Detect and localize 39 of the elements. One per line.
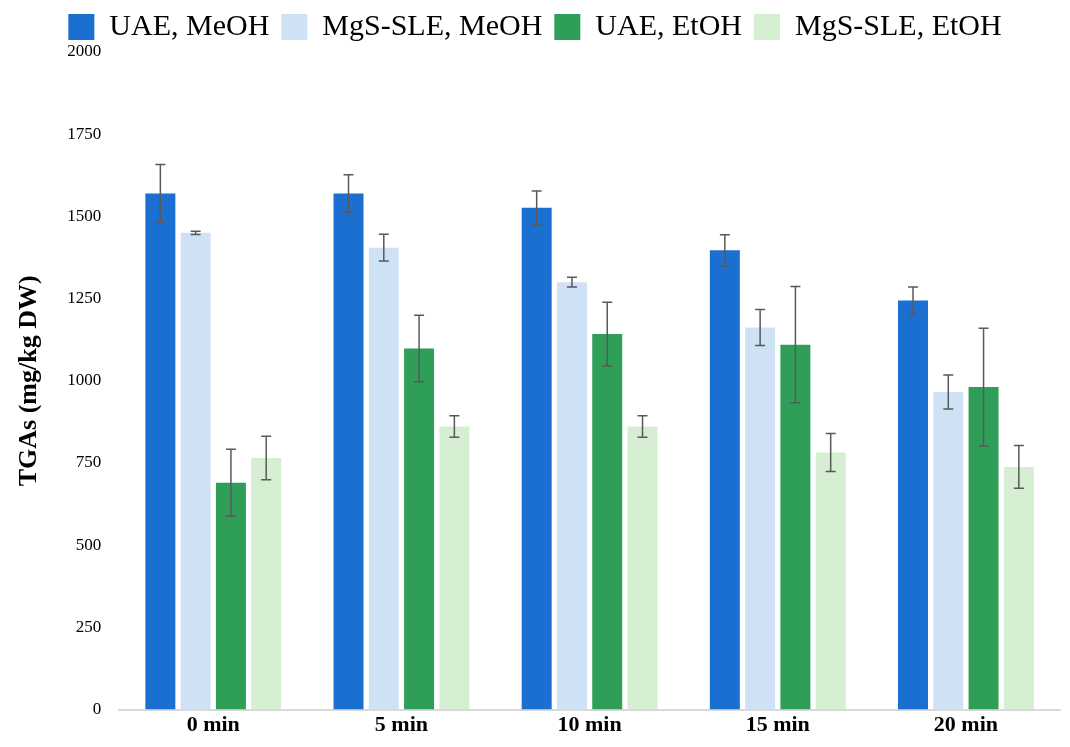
y-tick-label: 250 xyxy=(75,616,102,636)
legend-label: MgS-SLE, EtOH xyxy=(794,7,1002,41)
y-tick-label: 0 xyxy=(92,699,102,719)
legend-label: MgS-SLE, MeOH xyxy=(322,7,543,41)
bar xyxy=(333,193,364,710)
bar xyxy=(404,348,435,710)
bar xyxy=(709,250,740,710)
legend-label: UAE, EtOH xyxy=(595,7,742,41)
bar xyxy=(745,327,776,710)
bar xyxy=(251,458,282,710)
bar xyxy=(627,426,658,710)
bar xyxy=(439,426,470,710)
bar xyxy=(968,387,999,710)
y-tick-label: 1500 xyxy=(67,205,102,225)
bar xyxy=(556,282,587,710)
bar xyxy=(180,232,211,710)
y-tick-label: 2000 xyxy=(67,41,102,61)
y-tick-label: 1250 xyxy=(67,288,102,308)
x-tick-label: 5 min xyxy=(374,711,429,737)
y-tick-label: 500 xyxy=(75,534,102,554)
bar xyxy=(368,247,399,710)
x-tick-label: 15 min xyxy=(745,711,810,737)
legend-label: UAE, MeOH xyxy=(109,7,270,41)
bar xyxy=(1003,466,1034,710)
bar xyxy=(815,452,846,710)
y-axis-title: TGAs (mg/kg DW) xyxy=(13,275,43,487)
bar xyxy=(898,300,928,710)
bar xyxy=(933,391,964,710)
y-tick-label: 1000 xyxy=(67,370,102,390)
bar xyxy=(592,334,623,710)
x-tick-label: 10 min xyxy=(557,711,622,737)
bar xyxy=(215,482,246,710)
y-tick-label: 750 xyxy=(75,452,102,472)
x-tick-label: 0 min xyxy=(186,711,240,737)
bar xyxy=(780,344,811,710)
x-tick-label: 20 min xyxy=(933,711,999,737)
y-tick-label: 1750 xyxy=(67,123,102,143)
bar xyxy=(145,193,176,710)
bar xyxy=(521,207,552,710)
